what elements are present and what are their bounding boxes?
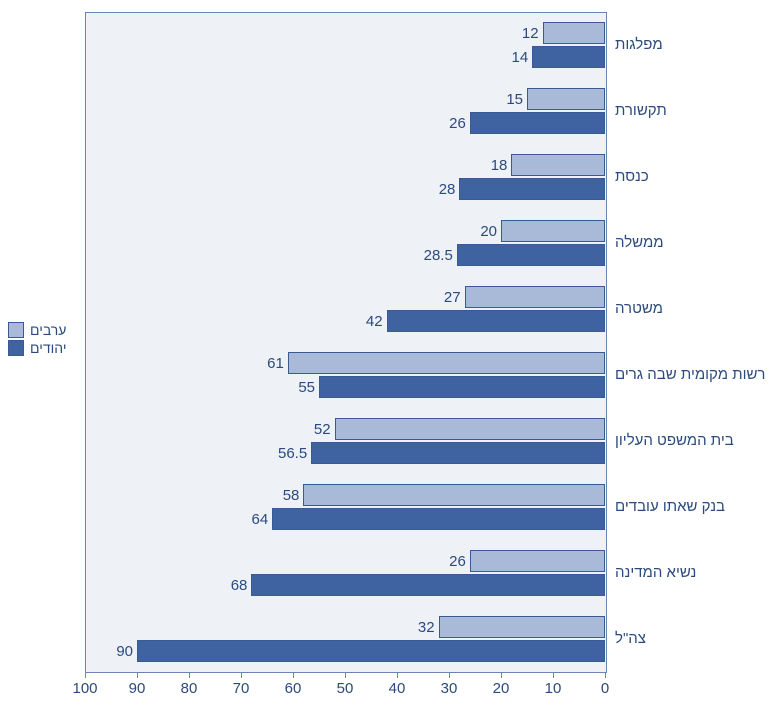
value-label: 32	[418, 619, 435, 636]
category-label: נשיא המדינה	[615, 564, 696, 581]
value-label: 64	[252, 511, 269, 528]
category-label: ממשלה	[615, 234, 664, 251]
value-label: 26	[449, 115, 466, 132]
x-tick	[293, 672, 294, 678]
value-label: 27	[444, 289, 461, 306]
value-label: 28.5	[424, 247, 453, 264]
legend-item: ערבים	[8, 322, 66, 338]
bar-arabs	[465, 286, 605, 308]
value-label: 20	[480, 223, 497, 240]
legend: ערבים יהודים	[8, 320, 66, 358]
bar-jews	[532, 46, 605, 68]
bar-jews	[457, 244, 605, 266]
bar-arabs	[501, 220, 605, 242]
legend-swatch	[8, 340, 24, 356]
bar-arabs	[335, 418, 605, 440]
category-label: בנק שאתו עובדים	[615, 498, 725, 515]
bar-jews	[251, 574, 605, 596]
legend-swatch	[8, 322, 24, 338]
bar-jews	[387, 310, 605, 332]
value-label: 90	[116, 643, 133, 660]
x-tick-label: 70	[233, 680, 250, 697]
value-label: 26	[449, 553, 466, 570]
value-label: 15	[506, 91, 523, 108]
bar-arabs	[470, 550, 605, 572]
bar-jews	[311, 442, 605, 464]
x-tick-label: 60	[285, 680, 302, 697]
x-tick	[241, 672, 242, 678]
x-tick-label: 0	[601, 680, 609, 697]
legend-item: יהודים	[8, 340, 66, 356]
value-label: 58	[283, 487, 300, 504]
value-label: 55	[298, 379, 315, 396]
category-label: בית המשפט העליון	[615, 432, 734, 449]
value-label: 52	[314, 421, 331, 438]
x-tick	[397, 672, 398, 678]
category-label: מפלגות	[615, 36, 663, 53]
bar-jews	[459, 178, 605, 200]
value-label: 42	[366, 313, 383, 330]
x-tick-label: 10	[545, 680, 562, 697]
x-tick-label: 80	[181, 680, 198, 697]
value-label: 28	[439, 181, 456, 198]
bar-jews	[137, 640, 605, 662]
value-label: 68	[231, 577, 248, 594]
value-label: 14	[512, 49, 529, 66]
bar-arabs	[439, 616, 605, 638]
x-tick-label: 90	[129, 680, 146, 697]
x-tick-label: 40	[389, 680, 406, 697]
x-tick-label: 30	[441, 680, 458, 697]
x-tick-label: 50	[337, 680, 354, 697]
category-label: תקשורת	[615, 102, 667, 119]
category-label: צה"ל	[615, 630, 646, 647]
category-label: משטרה	[615, 300, 663, 317]
x-tick-label: 100	[72, 680, 97, 697]
category-label: כנסת	[615, 168, 649, 185]
x-tick	[137, 672, 138, 678]
bar-arabs	[543, 22, 605, 44]
category-label: רשות מקומית שבה גרים	[615, 366, 765, 383]
x-tick	[85, 672, 86, 678]
x-tick	[501, 672, 502, 678]
x-tick	[449, 672, 450, 678]
legend-label: ערבים	[30, 322, 66, 338]
x-tick-label: 20	[493, 680, 510, 697]
x-tick	[189, 672, 190, 678]
bar-jews	[319, 376, 605, 398]
x-tick	[345, 672, 346, 678]
value-label: 56.5	[278, 445, 307, 462]
value-label: 18	[491, 157, 508, 174]
chart-container: 0 10 20 30 40 50 60 70 80 90 100 12 14 15 26 18 28 20 28.…	[0, 0, 780, 712]
bar-jews	[272, 508, 605, 530]
x-tick	[605, 672, 606, 678]
bar-arabs	[288, 352, 605, 374]
legend-label: יהודים	[30, 340, 66, 356]
x-tick	[553, 672, 554, 678]
value-label: 61	[267, 355, 284, 372]
bar-arabs	[511, 154, 605, 176]
value-label: 12	[522, 25, 539, 42]
bar-jews	[470, 112, 605, 134]
bar-arabs	[527, 88, 605, 110]
bar-arabs	[303, 484, 605, 506]
